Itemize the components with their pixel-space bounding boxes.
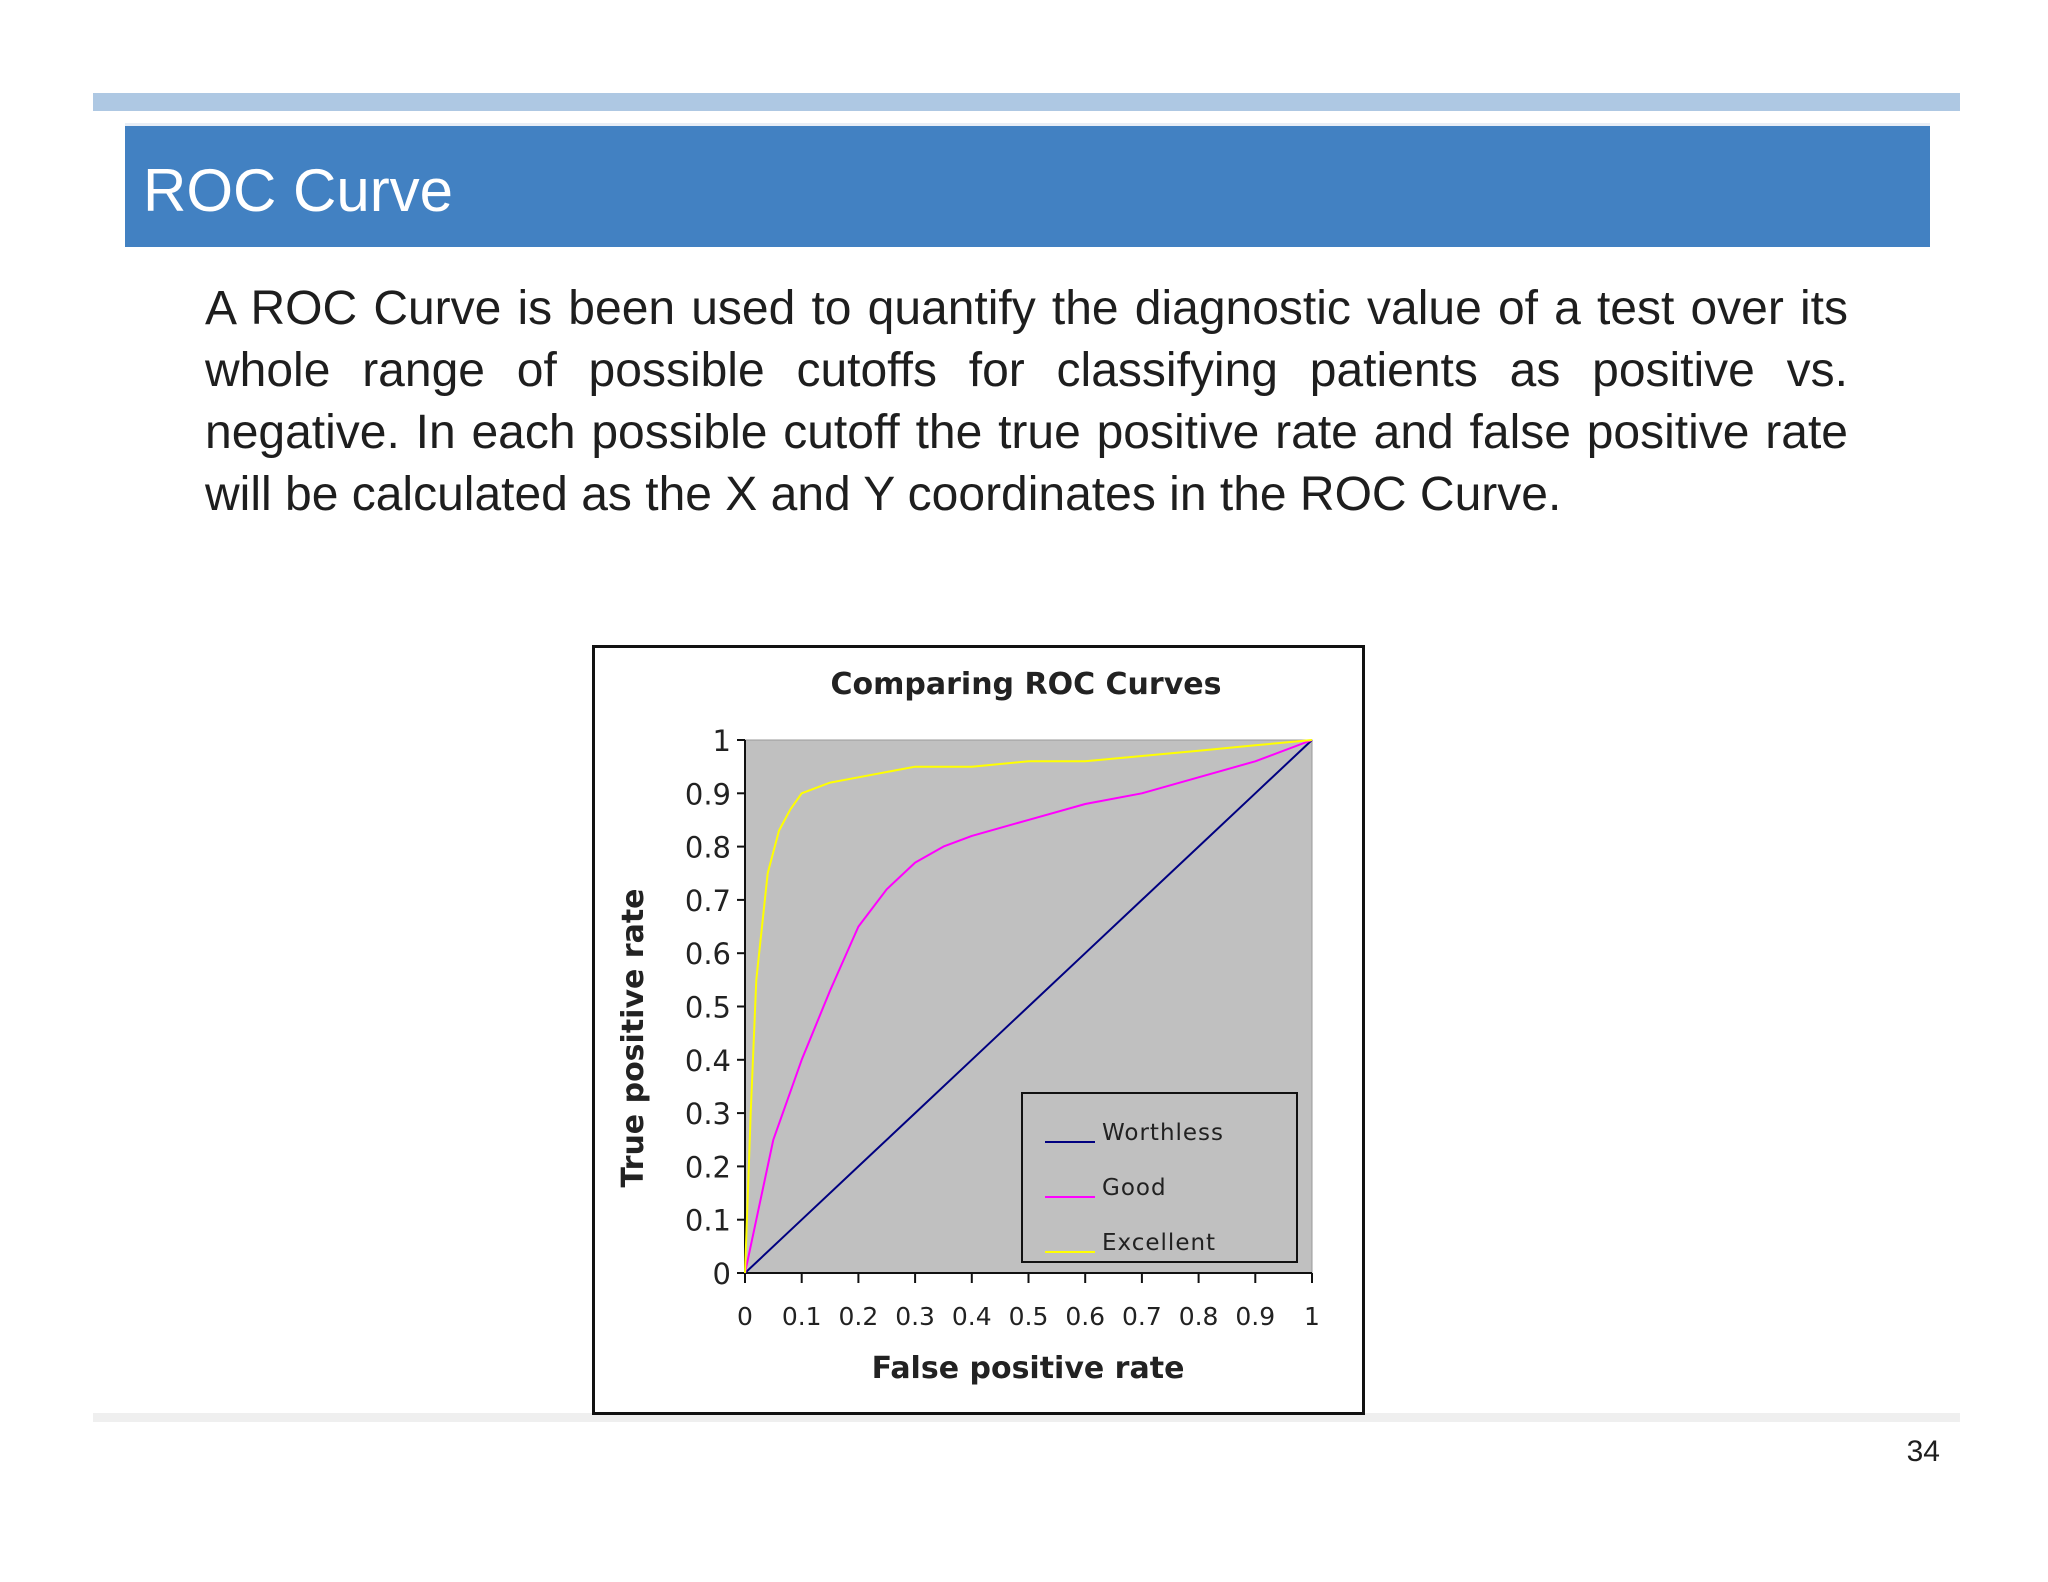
x-axis-label: False positive rate [872, 1351, 1185, 1386]
y-tick-label: 0 [713, 1257, 731, 1291]
y-tick-label: 0.5 [685, 991, 731, 1025]
title-bar: ROC Curve [125, 123, 1930, 247]
bottom-rule [93, 1413, 1960, 1422]
y-tick-label: 1 [713, 724, 731, 758]
legend-box [1021, 1092, 1298, 1263]
chart-legend: Worthless Good Excellent [1021, 1092, 1298, 1263]
page-number: 34 [1906, 1435, 1940, 1468]
roc-chart: Comparing ROC Curves 0 0.1 0.2 0.3 0.4 0.5 0.6… [616, 667, 1320, 1386]
y-tick-label: 0.1 [685, 1204, 731, 1238]
legend-label-good: Good [1102, 1175, 1167, 1201]
y-tick-label: 0.8 [685, 831, 731, 865]
y-tick-label: 0.9 [685, 777, 731, 811]
x-tick-label: 0.2 [839, 1302, 879, 1331]
series-line-good [744, 739, 1313, 1274]
x-tick-label: 0.4 [952, 1302, 992, 1331]
x-tick-label: 0.6 [1065, 1302, 1105, 1331]
y-tick-label: 0.4 [685, 1044, 731, 1078]
chart-title: Comparing ROC Curves [831, 667, 1222, 702]
x-tick-label: 0 [737, 1302, 753, 1331]
y-tick-label: 0.7 [685, 884, 731, 918]
legend-label-worthless: Worthless [1102, 1120, 1224, 1146]
y-axis-label: True positive rate [616, 888, 651, 1187]
y-tick-label: 0.2 [685, 1150, 731, 1184]
x-tick-label: 0.3 [895, 1302, 935, 1331]
x-tick-label: 0.8 [1179, 1302, 1219, 1331]
x-tick-label: 0.9 [1235, 1302, 1275, 1331]
series-line-excellent [744, 739, 1313, 1274]
slide-title: ROC Curve [143, 157, 454, 224]
roc-chart-frame: Comparing ROC Curves 0 0.1 0.2 0.3 0.4 0.5 0.6… [592, 645, 1365, 1415]
y-tick-label: 0.3 [685, 1097, 731, 1131]
x-tick-label: 0.5 [1009, 1302, 1049, 1331]
x-tick-label: 0.7 [1122, 1302, 1162, 1331]
y-tick-label: 0.6 [685, 937, 731, 971]
series-line-worthless [744, 739, 1313, 1274]
top-accent-rule [93, 93, 1960, 111]
slide-body-text: A ROC Curve is been used to quantify the… [205, 282, 1848, 521]
x-tick-label: 1 [1304, 1302, 1320, 1331]
x-tick-label: 0.1 [782, 1302, 822, 1331]
legend-label-excellent: Excellent [1102, 1230, 1216, 1256]
